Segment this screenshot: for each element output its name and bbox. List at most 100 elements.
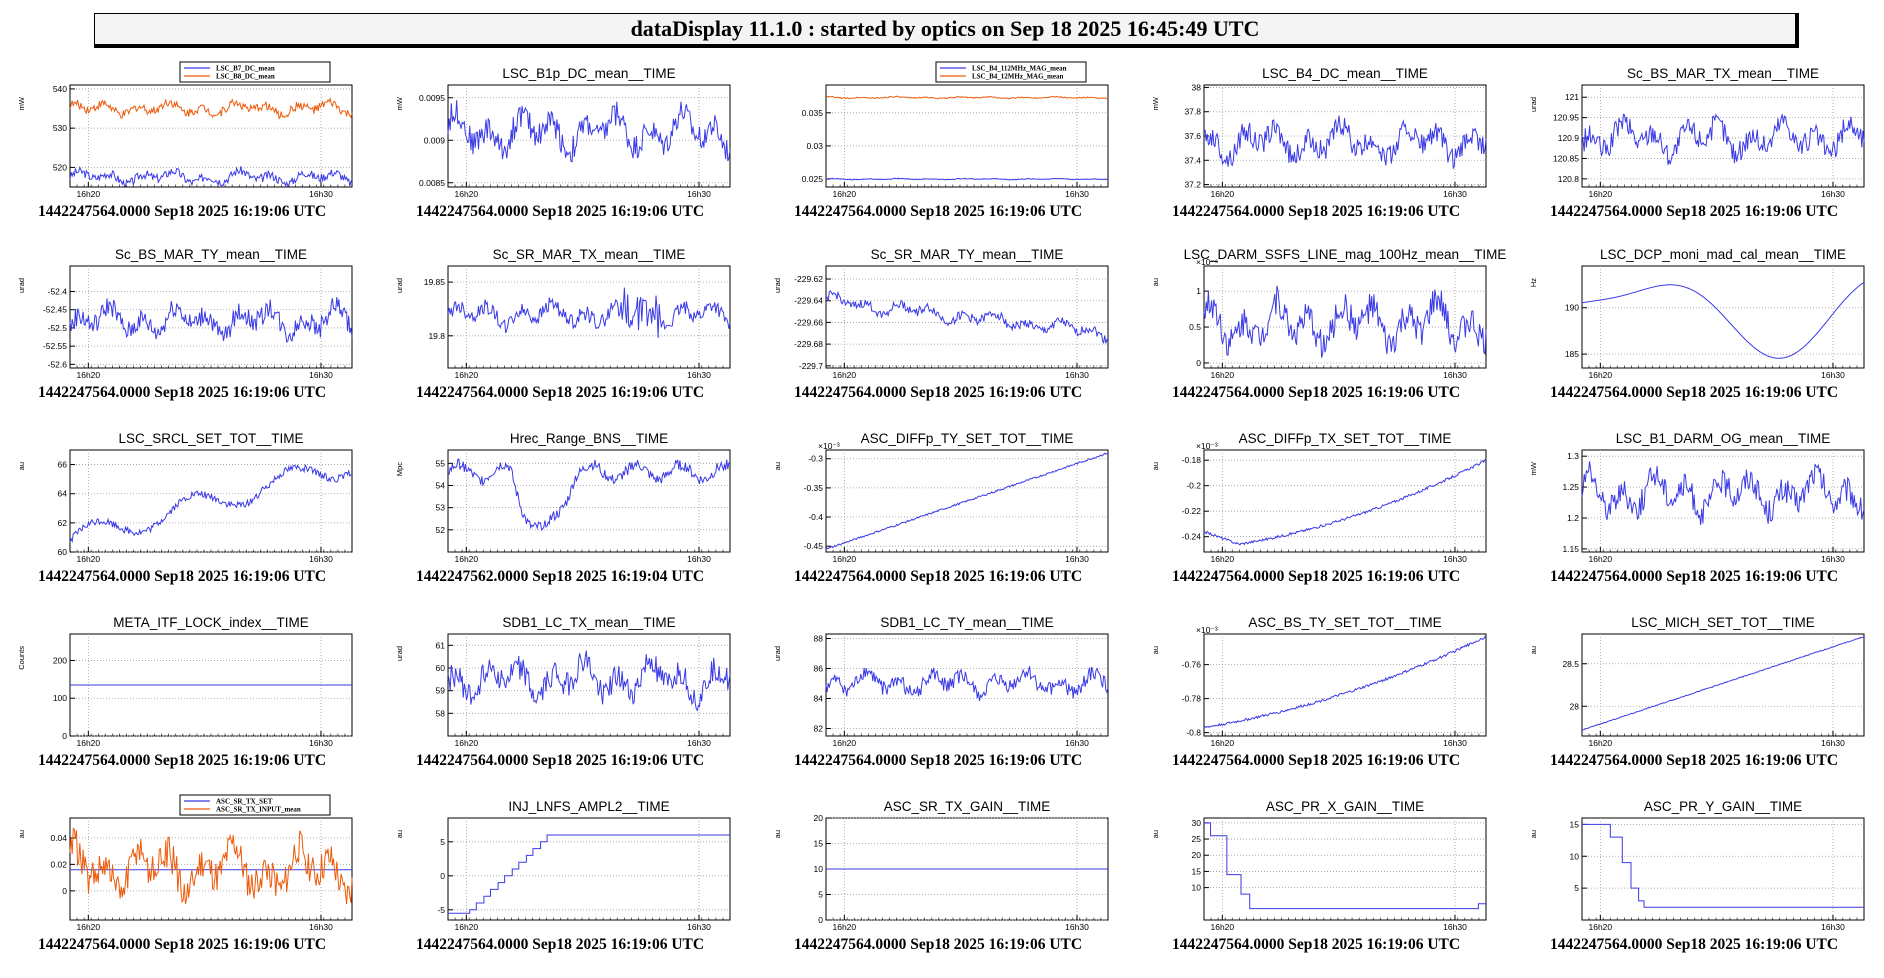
plot-frame [1203,817,1487,921]
y-tick-label: 120.95 [1553,113,1579,123]
y-unit-label: urad [773,278,782,293]
y-unit-label: au [1151,646,1160,654]
chart-panel: Hrec_Range_BNS__TIME Mpc 52 53 54 55 16h20 16h3… [395,431,731,585]
time-stamp: 1442247564.0000 Sep18 2025 16:19:06 UTC [416,752,704,769]
y-unit-label: urad [17,278,26,293]
x-tick-label: 16h20 [1211,922,1235,932]
y-tick-label: -229.68 [794,339,823,349]
x-tick-label: 16h20 [77,370,101,380]
legend-label: ASC_SR_TX_INPUT_mean [216,806,301,814]
page-title: dataDisplay 11.1.0 : started by optics o… [94,13,1799,48]
time-stamp: 1442247564.0000 Sep18 2025 16:19:06 UTC [1550,384,1838,401]
y-tick-label: -229.62 [794,274,823,284]
y-tick-label: 66 [58,460,68,470]
chart-title: SDB1_LC_TY_mean__TIME [880,615,1053,630]
series-line [69,827,353,905]
plot-frame [1581,265,1865,369]
x-tick-label: 16h30 [1443,370,1467,380]
y-tick-label: -52.6 [48,359,68,369]
time-stamp: 1442247564.0000 Sep18 2025 16:19:06 UTC [1172,568,1460,585]
x-tick-label: 16h20 [833,554,857,564]
y-unit-label: Mpc [395,462,404,476]
plot-frame [1581,633,1865,737]
y-tick-label: 0 [62,886,67,896]
y-tick-label: 520 [53,162,67,172]
y-tick-label: 15 [1192,866,1202,876]
y-tick-label: 121 [1565,92,1579,102]
y-tick-label: -229.7 [799,361,823,371]
time-stamp: 1442247564.0000 Sep18 2025 16:19:06 UTC [1172,384,1460,401]
series-line [69,165,353,188]
y-tick-label: -52.5 [48,323,68,333]
chart-title: LSC_B1_DARM_OG_mean__TIME [1616,431,1831,446]
y-tick-label: 540 [53,84,67,94]
legend-label: LSC_B7_DC_mean [216,65,275,73]
x-tick-label: 16h20 [77,554,101,564]
x-tick-label: 16h20 [1589,922,1613,932]
chart-panel: LSC_DARM_SSFS_LINE_mag_100Hz_mean__TIMEa… [1151,247,1506,401]
y-tick-label: -52.55 [43,341,67,351]
x-tick-label: 16h20 [455,738,479,748]
time-stamp: 1442247564.0000 Sep18 2025 16:19:06 UTC [38,568,326,585]
time-stamp: 1442247564.0000 Sep18 2025 16:19:06 UTC [416,203,704,220]
chart-title: LSC_B4_DC_mean__TIME [1262,66,1428,81]
chart-title: LSC_DCP_moni_mad_cal_mean__TIME [1600,247,1846,262]
series-line [825,452,1109,550]
x-tick-label: 16h30 [1821,738,1845,748]
chart-title: LSC_MICH_SET_TOT__TIME [1631,615,1815,630]
time-stamp: 1442247564.0000 Sep18 2025 16:19:06 UTC [1550,752,1838,769]
chart-panel: 0.025 0.03 0.035 16h20 16h30 LSC_B4_112MHz_MA… [794,61,1109,220]
y-tick-label: -52.45 [43,305,67,315]
y-tick-label: 55 [436,458,446,468]
y-tick-label: 58 [436,708,446,718]
time-stamp: 1442247564.0000 Sep18 2025 16:19:06 UTC [794,936,1082,953]
y-tick-label: 62 [58,518,68,528]
time-stamp: 1442247564.0000 Sep18 2025 16:19:06 UTC [794,568,1082,585]
y-tick-label: 1.25 [1562,482,1579,492]
x-tick-label: 16h30 [309,738,333,748]
series-line [1581,636,1865,731]
y-tick-label: 20 [814,813,824,823]
x-tick-label: 16h20 [1211,370,1235,380]
x-tick-label: 16h30 [687,922,711,932]
chart-title: ASC_DIFFp_TY_SET_TOT__TIME [861,431,1074,446]
chart-panel: mW 520 530 540 16h20 16h30 LSC_B7_DC_meanLSC_B… [17,61,353,220]
y-tick-label: 0 [62,731,67,741]
y-tick-label: 0.02 [50,859,67,869]
series-line [1581,281,1865,359]
x-tick-label: 16h20 [77,189,101,199]
y-tick-label: 0.0095 [419,93,445,103]
y-tick-label: -0.78 [1182,694,1202,704]
y-unit-label: au [1529,646,1538,654]
x-tick-label: 16h30 [309,370,333,380]
y-tick-label: 185 [1565,349,1579,359]
y-tick-label: -0.22 [1182,506,1202,516]
time-stamp: 1442247564.0000 Sep18 2025 16:19:06 UTC [416,384,704,401]
chart-title: ASC_BS_TY_SET_TOT__TIME [1248,615,1441,630]
chart-panel: META_ITF_LOCK_index__TIME Counts 0 100 200 16… [17,615,353,769]
time-stamp: 1442247564.0000 Sep18 2025 16:19:06 UTC [38,936,326,953]
x-tick-label: 16h20 [833,922,857,932]
y-unit-label: urad [773,646,782,661]
series-line [69,463,353,544]
y-tick-label: -5 [437,905,445,915]
y-tick-label: 530 [53,123,67,133]
time-stamp: 1442247564.0000 Sep18 2025 16:19:06 UTC [416,936,704,953]
y-tick-label: 37.6 [1184,131,1201,141]
y-tick-label: 10 [1192,883,1202,893]
x-tick-label: 16h30 [1443,922,1467,932]
series-line [1203,285,1487,358]
x-tick-label: 16h20 [455,554,479,564]
chart-title: Hrec_Range_BNS__TIME [510,431,668,446]
chart-panel: au 0 0.02 0.04 16h20 16h30 ASC_SR_TX_SETASC_SR… [17,794,353,953]
y-tick-label: 200 [53,655,67,665]
y-tick-label: 0.009 [424,135,446,145]
series-line [1582,823,1864,908]
x-tick-label: 16h30 [1821,189,1845,199]
y-tick-label: 54 [436,480,446,490]
y-tick-label: 1.2 [1567,513,1579,523]
time-stamp: 1442247564.0000 Sep18 2025 16:19:06 UTC [38,752,326,769]
